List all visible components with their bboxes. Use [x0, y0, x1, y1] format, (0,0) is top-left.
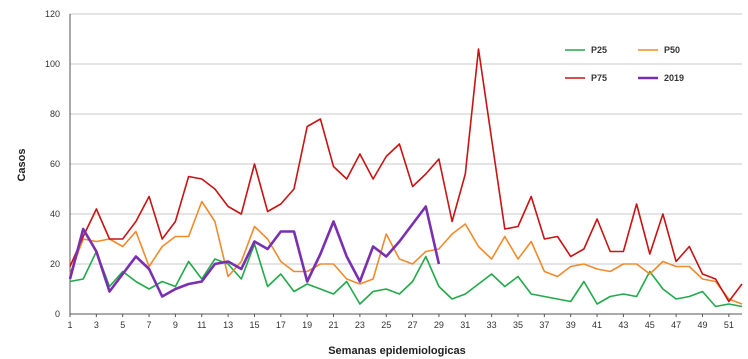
y-tick-label: 100: [45, 59, 60, 69]
series-line-p25: [69, 243, 743, 308]
legend-label-p25: P25: [591, 45, 607, 55]
x-tick-label: 15: [249, 320, 259, 330]
legend: P25 P50 P75 2019: [565, 45, 684, 83]
y-tick-label: 40: [50, 209, 60, 219]
y-tick-label: 20: [50, 259, 60, 269]
series-line-p75: [69, 48, 743, 303]
x-tick-label: 3: [94, 320, 99, 330]
y-axis-title: Casos: [16, 148, 28, 181]
x-tick-label: 33: [487, 320, 497, 330]
x-tick-label: 13: [223, 320, 233, 330]
legend-label-2019: 2019: [664, 73, 684, 83]
x-tick-label: 35: [513, 320, 523, 330]
series-line-2019: [68, 205, 441, 298]
x-tick-label: 1: [67, 320, 72, 330]
x-tick-label: 45: [645, 320, 655, 330]
y-tick-label: 80: [50, 109, 60, 119]
x-tick-label: 7: [147, 320, 152, 330]
legend-label-p50: P50: [664, 45, 680, 55]
x-tick-label: 23: [355, 320, 365, 330]
x-axis-title: Semanas epidemiologicas: [328, 345, 466, 357]
y-tick-label: 60: [50, 159, 60, 169]
x-tick-label: 27: [408, 320, 418, 330]
x-tick-label: 5: [120, 320, 125, 330]
x-tick-label: 19: [302, 320, 312, 330]
x-tick-label: 9: [173, 320, 178, 330]
x-tick-label: 25: [381, 320, 391, 330]
x-tick-label: 31: [460, 320, 470, 330]
series-line-p50: [69, 200, 743, 305]
x-tick-label: 37: [539, 320, 549, 330]
legend-label-p75: P75: [591, 73, 607, 83]
x-tick-label: 51: [724, 320, 734, 330]
x-tick-label: 39: [566, 320, 576, 330]
x-tick-label: 11: [197, 320, 206, 330]
x-tick-label: 21: [329, 320, 339, 330]
y-tick-label: 0: [55, 309, 60, 319]
x-tick-label: 41: [592, 320, 602, 330]
x-tick-label: 47: [671, 320, 681, 330]
series-lines: [68, 48, 743, 308]
y-tick-label: 120: [45, 9, 60, 19]
x-tick-label: 49: [697, 320, 707, 330]
x-tick-label: 43: [618, 320, 628, 330]
x-tick-label: 29: [434, 320, 444, 330]
x-tick-label: 17: [276, 320, 286, 330]
